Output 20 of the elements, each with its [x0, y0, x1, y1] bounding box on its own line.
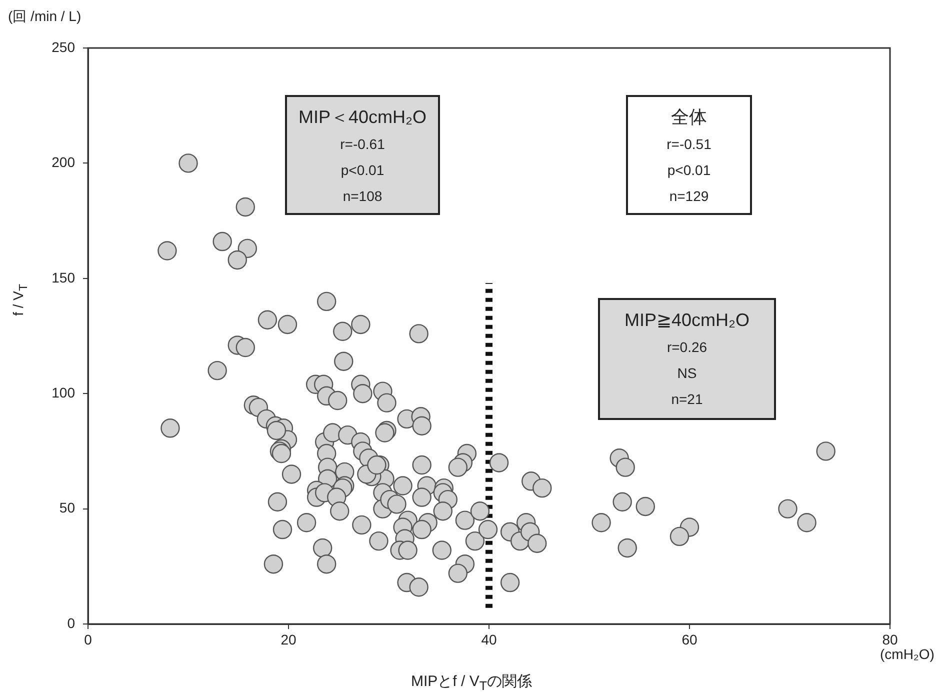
text-box: MIP＜40cmH₂O r=-0.61 p<0.01 n=108	[285, 95, 440, 215]
y-tick-label: 250	[52, 38, 76, 55]
y-tick-label: 50	[59, 500, 76, 516]
x-tick-label: 0	[84, 631, 92, 648]
annotation: MIP＜40cmH₂O r=-0.61 p<0.01 n=108	[297, 106, 428, 206]
x-tick-label: 20	[280, 631, 296, 648]
x-axis-title: (cmH₂O)	[880, 646, 934, 662]
text: (回 /min / L)	[8, 8, 82, 26]
x-tick-label: 80	[882, 631, 898, 648]
text-box: MIP≧40cmH₂O r=0.26 NS n=21	[598, 298, 776, 420]
y-tick-label: 150	[52, 269, 76, 286]
x-tick-label: 60	[682, 631, 698, 648]
x-tick-label: 40	[481, 631, 497, 648]
text-box: 全体 r=-0.51 p<0.01 n=129	[626, 95, 752, 215]
annotation: MIP≧40cmH₂O r=0.26 NS n=21	[623, 309, 751, 409]
y-tick-label: 200	[52, 154, 76, 170]
text: MIPとf / V$_{T}$の関係	[410, 672, 533, 693]
annotation: 全体 r=-0.51 p<0.01 n=129	[666, 106, 712, 206]
y-tick-label: 0	[67, 614, 76, 631]
y-tick-label: 100	[52, 384, 76, 400]
